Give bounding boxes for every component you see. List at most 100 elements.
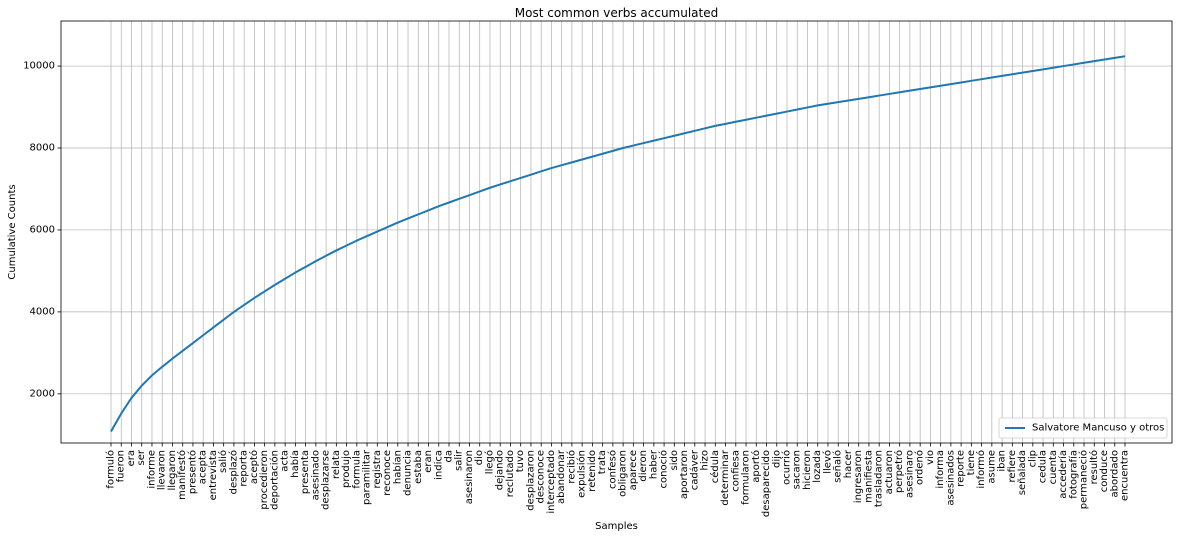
x-tick-label: reclutado: [505, 450, 516, 497]
x-tick-label: desplazarse: [321, 450, 332, 510]
x-tick-label: reconoce: [382, 450, 393, 496]
x-tick-label: desplazaron: [525, 450, 536, 511]
x-tick-label: hizo: [700, 450, 711, 470]
y-tick-label: 8000: [30, 143, 55, 154]
x-tick-label: lozada: [812, 450, 823, 483]
x-tick-label: refiere: [1007, 450, 1018, 483]
x-tick-label: desplazó: [227, 450, 239, 494]
x-tick-label: formuló: [105, 450, 117, 489]
x-tick-label: habían: [391, 450, 403, 484]
x-tick-label: llevó: [821, 450, 833, 474]
y-tick-label: 6000: [30, 224, 55, 235]
x-tick-label: acepta: [198, 450, 209, 484]
x-tick-label: era: [126, 450, 137, 466]
x-tick-label: asume: [986, 450, 997, 484]
series-layer: [110, 55, 1126, 433]
x-tick-label: aportaron: [679, 450, 690, 499]
x-tick-label: desconoce: [536, 450, 547, 503]
x-tick-label: aparece: [628, 450, 639, 490]
x-tick-label: desaparecido: [761, 450, 772, 517]
x-tick-label: sido: [669, 450, 680, 470]
x-tick-label: asesinaron: [464, 450, 475, 504]
x-tick-label: ocurrió: [781, 450, 793, 485]
x-tick-label: obligaron: [618, 450, 629, 497]
x-tick-label: acta: [280, 450, 291, 472]
x-tick-label: registra: [372, 450, 383, 489]
x-tick-label: abandonar: [556, 449, 567, 504]
x-tick-label: estaba: [413, 450, 424, 484]
x-tick-label: permaneció: [1078, 450, 1090, 509]
x-tick-label: encuentra: [1120, 450, 1131, 501]
x-tick-label: vio: [925, 450, 936, 465]
x-tick-label: indica: [433, 450, 444, 480]
x-axis-ticks: formuló fueron era ser informe llevaron llegar…: [105, 443, 1131, 517]
x-tick-label: cédula: [709, 450, 721, 483]
x-tick-label: presentó: [186, 450, 198, 494]
x-tick-label: ingresaron: [853, 450, 864, 503]
plot-frame: [60, 20, 1173, 444]
x-tick-label: aceptó: [248, 450, 260, 484]
x-tick-label: sacaron: [792, 450, 803, 489]
x-tick-label: relata: [331, 450, 342, 479]
x-tick-label: formula: [351, 450, 362, 489]
x-tick-label: salió: [217, 450, 229, 473]
x-tick-label: dijo: [771, 450, 782, 468]
x-tick-label: entrevista: [208, 450, 219, 500]
x-tick-label: manifiesta: [863, 450, 874, 503]
x-tick-label: cuenta: [1048, 450, 1059, 484]
x-tick-label: reporte: [956, 450, 967, 487]
x-tick-label: asesinaro: [904, 450, 915, 498]
x-tick-label: había: [289, 450, 301, 478]
x-tick-label: reporta: [239, 450, 250, 487]
x-tick-label: ser: [136, 449, 147, 465]
x-tick-label: cadáver: [688, 449, 700, 490]
x-tick-label: procedieron: [259, 450, 270, 510]
x-tick-label: asesinado: [310, 450, 321, 500]
x-tick-label: expulsión: [576, 450, 588, 498]
x-tick-label: señaló: [832, 450, 844, 483]
x-tick-label: tiene: [966, 450, 977, 475]
x-tick-label: da: [444, 450, 455, 462]
x-tick-label: informe: [146, 450, 157, 489]
x-tick-label: cedula: [1038, 450, 1049, 483]
x-tick-label: formularon: [741, 450, 752, 505]
x-tick-label: señalada: [1017, 450, 1028, 495]
legend-entry: Salvatore Mancuso y otros: [1032, 423, 1164, 434]
series-line: [110, 55, 1126, 433]
x-axis-label: Samples: [595, 521, 638, 532]
x-tick-label: llevaron: [157, 450, 168, 490]
x-tick-label: denuncia: [403, 450, 414, 496]
y-tick-label: 4000: [30, 306, 55, 317]
legend: Salvatore Mancuso y otros: [998, 417, 1168, 439]
x-tick-label: paramilitar: [362, 449, 373, 505]
x-tick-label: llegó: [483, 450, 495, 474]
y-tick-label: 10000: [23, 61, 55, 72]
x-tick-label: trasladaron: [874, 450, 885, 507]
x-tick-label: deportación: [268, 450, 280, 510]
x-tick-label: accedería: [1057, 450, 1069, 499]
x-tick-label: confesó: [606, 450, 618, 489]
y-gridlines: [61, 65, 1172, 395]
x-tick-label: iban: [997, 450, 1008, 472]
x-tick-label: hacer: [843, 449, 854, 478]
x-tick-label: informa: [935, 450, 946, 489]
x-tick-label: resultó: [1088, 450, 1100, 484]
legend-box: [998, 417, 1168, 439]
x-tick-label: produjo: [341, 450, 352, 488]
x-tick-label: fueron: [116, 450, 127, 482]
x-tick-label: interceptado: [546, 450, 557, 514]
x-tick-label: abordado: [1109, 450, 1120, 497]
x-tick-label: llegaron: [167, 450, 178, 491]
x-tick-label: aportó: [750, 450, 762, 483]
x-tick-label: clip: [1027, 450, 1038, 467]
x-tick-label: perpetró: [893, 450, 905, 493]
x-tick-label: hicieron: [802, 450, 813, 490]
x-tick-label: salir: [454, 449, 465, 471]
x-tick-label: manifestó: [176, 450, 188, 500]
x-tick-label: trata: [597, 450, 608, 474]
x-tick-label: tuvo: [515, 450, 526, 472]
x-tick-label: determinar: [720, 449, 731, 505]
chart-title: Most common verbs accumulated: [515, 6, 719, 20]
